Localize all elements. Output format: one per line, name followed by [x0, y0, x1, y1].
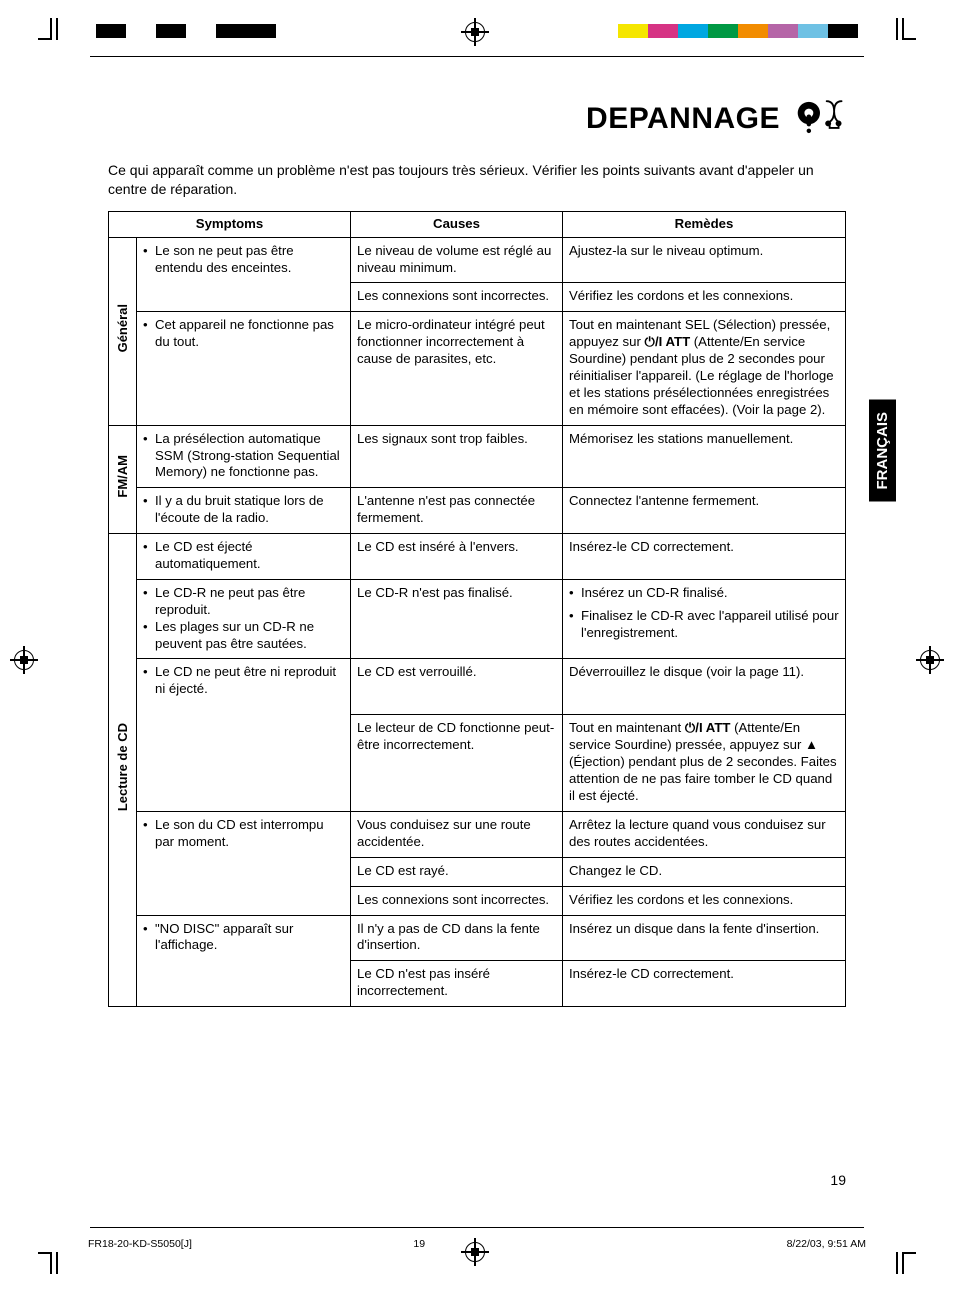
- eject-glyph-icon: ▲: [805, 737, 818, 752]
- crop-mark-icon: [30, 18, 52, 40]
- troubleshooting-table: Symptoms Causes Remèdes Général Le son n…: [108, 211, 846, 1007]
- table-row: Le CD ne peut être ni reproduit ni éject…: [109, 659, 846, 715]
- cause-cell: Les signaux sont trop faibles.: [351, 425, 563, 488]
- table-row: Cet appareil ne fonctionne pas du tout. …: [109, 312, 846, 425]
- remedy-cell: Arrêtez la lecture quand vous conduisez …: [563, 811, 846, 857]
- crop-mark-icon: [56, 1252, 78, 1274]
- crop-mark-icon: [902, 18, 924, 40]
- symptom-cell: Cet appareil ne fonctionne pas du tout.: [137, 312, 351, 425]
- header-symptoms: Symptoms: [109, 211, 351, 237]
- intro-text: Ce qui apparaît comme un problème n'est …: [108, 161, 846, 199]
- header-causes: Causes: [351, 211, 563, 237]
- power-glyph-icon: ⏻/I ATT: [645, 334, 691, 349]
- cause-cell: Le lecteur de CD fonctionne peut-être in…: [351, 715, 563, 811]
- cause-cell: Le CD-R n'est pas finalisé.: [351, 579, 563, 659]
- symptom-cell: Le CD-R ne peut pas être reproduit. Les …: [137, 579, 351, 659]
- table-row: Il y a du bruit statique lors de l'écout…: [109, 488, 846, 534]
- cause-cell: Les connexions sont incorrectes.: [351, 886, 563, 915]
- symptom-cell: Le CD ne peut être ni reproduit ni éject…: [137, 659, 351, 811]
- remedy-cell: Tout en maintenant ⏻/I ATT (Attente/En s…: [563, 715, 846, 811]
- cause-cell: Le micro-ordinateur intégré peut fonctio…: [351, 312, 563, 425]
- trim-line: [90, 1227, 864, 1228]
- content-area: DEPANNAGE Ce qui apparaît comme un probl…: [108, 98, 846, 1007]
- symptom-cell: Le son du CD est interrompu par moment.: [137, 811, 351, 915]
- title-row: DEPANNAGE: [108, 98, 846, 139]
- remedy-cell: Mémorisez les stations manuellement.: [563, 425, 846, 488]
- crop-mark-icon: [902, 1252, 924, 1274]
- power-glyph-icon: ⏻/I ATT: [685, 720, 731, 735]
- cause-cell: Il n'y a pas de CD dans la fente d'inser…: [351, 915, 563, 961]
- crop-mark-icon: [30, 1252, 52, 1274]
- crop-mark-icon: [876, 18, 898, 40]
- remedy-cell: Insérez-le CD correctement.: [563, 534, 846, 580]
- symptom-cell: Le CD est éjecté automatiquement.: [137, 534, 351, 580]
- remedy-cell: Changez le CD.: [563, 857, 846, 886]
- trim-line: [90, 56, 864, 57]
- category-fmam: FM/AM: [109, 425, 137, 533]
- table-row: Général Le son ne peut pas être entendu …: [109, 237, 846, 283]
- remedy-cell: Ajustez-la sur le niveau optimum.: [563, 237, 846, 283]
- remedy-cell: Insérez un disque dans la fente d'insert…: [563, 915, 846, 961]
- color-swatches-left: [96, 24, 276, 38]
- registration-mark-icon: [920, 650, 940, 670]
- cause-cell: Le CD n'est pas inséré incorrectement.: [351, 961, 563, 1007]
- crop-mark-icon: [876, 1252, 898, 1274]
- language-tab: FRANÇAIS: [869, 400, 896, 502]
- table-row: Lecture de CD Le CD est éjecté automatiq…: [109, 534, 846, 580]
- remedy-cell: Insérez un CD-R finalisé. Finalisez le C…: [563, 579, 846, 659]
- cause-cell: Le niveau de volume est réglé au niveau …: [351, 237, 563, 283]
- table-row: FM/AM La présélection automatique SSM (S…: [109, 425, 846, 488]
- table-header-row: Symptoms Causes Remèdes: [109, 211, 846, 237]
- symptom-cell: La présélection automatique SSM (Strong-…: [137, 425, 351, 488]
- cause-cell: L'antenne n'est pas connectée fermement.: [351, 488, 563, 534]
- remedy-cell: Déverrouillez le disque (voir la page 11…: [563, 659, 846, 715]
- table-row: Le CD-R ne peut pas être reproduit. Les …: [109, 579, 846, 659]
- cause-cell: Le CD est verrouillé.: [351, 659, 563, 715]
- symptom-cell: Il y a du bruit statique lors de l'écout…: [137, 488, 351, 534]
- page-title: DEPANNAGE: [586, 102, 780, 136]
- cause-cell: Vous conduisez sur une route accidentée.: [351, 811, 563, 857]
- remedy-cell: Insérez-le CD correctement.: [563, 961, 846, 1007]
- symptom-cell: Le son ne peut pas être entendu des ence…: [137, 237, 351, 312]
- troubleshoot-icon: [794, 98, 846, 139]
- registration-mark-icon: [14, 650, 34, 670]
- symptom-cell: "NO DISC" apparaît sur l'affichage.: [137, 915, 351, 1007]
- remedy-cell: Tout en maintenant SEL (Sélection) press…: [563, 312, 846, 425]
- category-general: Général: [109, 237, 137, 425]
- remedy-cell: Vérifiez les cordons et les connexions.: [563, 886, 846, 915]
- cause-cell: Les connexions sont incorrectes.: [351, 283, 563, 312]
- remedy-cell: Vérifiez les cordons et les connexions.: [563, 283, 846, 312]
- crop-mark-icon: [56, 18, 78, 40]
- color-swatches-right: [618, 24, 858, 38]
- cause-cell: Le CD est rayé.: [351, 857, 563, 886]
- registration-mark-icon: [465, 22, 485, 42]
- remedy-cell: Connectez l'antenne fermement.: [563, 488, 846, 534]
- category-cd: Lecture de CD: [109, 534, 137, 1007]
- print-marks-bottom: [0, 1244, 954, 1274]
- page-number: 19: [830, 1172, 846, 1188]
- table-row: Le son du CD est interrompu par moment. …: [109, 811, 846, 857]
- header-remedies: Remèdes: [563, 211, 846, 237]
- page: FRANÇAIS DEPANNAGE Ce qui app: [0, 0, 954, 1294]
- table-row: "NO DISC" apparaît sur l'affichage. Il n…: [109, 915, 846, 961]
- cause-cell: Le CD est inséré à l'envers.: [351, 534, 563, 580]
